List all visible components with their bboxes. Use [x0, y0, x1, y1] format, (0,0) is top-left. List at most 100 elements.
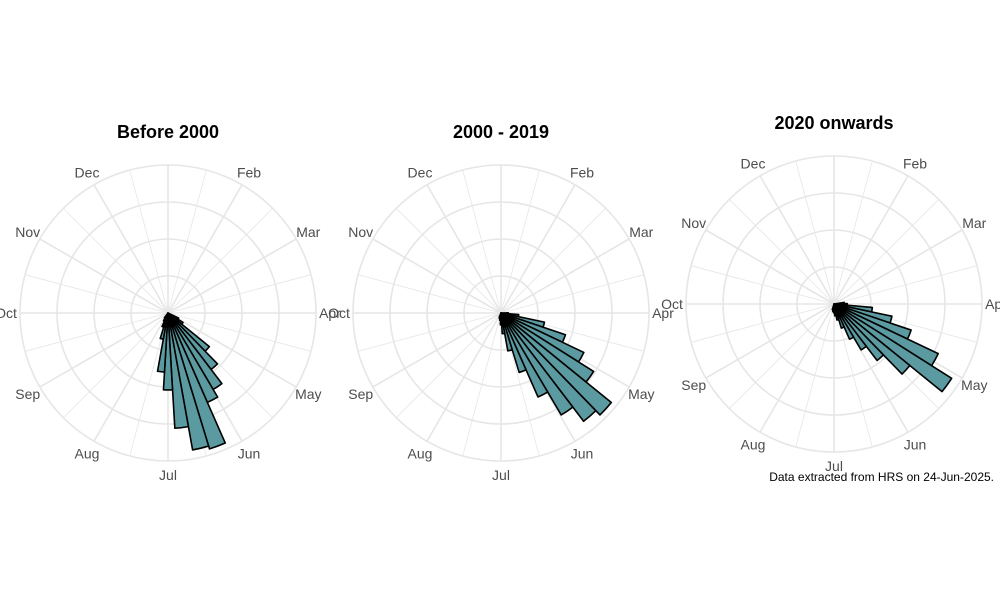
month-label-jun: Jun: [238, 445, 261, 461]
grid-spoke-minor: [167, 312, 312, 352]
grid-spoke-minor: [396, 208, 502, 314]
month-label-apr: Apr: [652, 305, 674, 321]
month-label-oct: Oct: [0, 305, 17, 321]
bar-week-21: [833, 303, 885, 362]
grid-spoke-minor: [24, 274, 169, 314]
grid-spoke-major: [372, 238, 502, 314]
grid-spoke-major: [167, 312, 297, 388]
grid-spoke-minor: [729, 199, 835, 305]
panel-title: 2000 - 2019: [453, 122, 549, 142]
month-label-may: May: [295, 386, 321, 402]
grid-spoke-minor: [690, 265, 835, 305]
grid-spoke-minor: [63, 208, 169, 314]
month-label-feb: Feb: [903, 156, 927, 172]
polar-grid: [685, 155, 983, 453]
bar-week-20: [833, 303, 911, 375]
grid-spoke-minor: [795, 303, 835, 448]
grid-spoke-minor: [795, 160, 835, 305]
grid-spoke-major: [426, 312, 502, 442]
panel-before-2000: Before 2000 Feb Mar Apr May Jun Jul Aug Sep Oct N…: [0, 122, 341, 483]
grid-spoke-major: [39, 312, 169, 388]
bar-week-27: [162, 312, 174, 391]
month-label-mar: Mar: [629, 224, 653, 240]
grid-spoke-major: [500, 238, 630, 314]
grid-spoke-major: [833, 229, 963, 305]
bar-week-22: [833, 303, 868, 351]
grid-spoke-minor: [833, 160, 873, 305]
month-label-nov: Nov: [15, 224, 40, 240]
month-label-dec: Dec: [75, 165, 100, 181]
grid-spoke-major: [833, 175, 909, 305]
month-label-oct: Oct: [328, 305, 350, 321]
grid-spoke-major: [705, 303, 835, 379]
grid-spoke-minor: [500, 274, 645, 314]
bar-week-26: [167, 312, 190, 430]
bar-week-20: [500, 312, 613, 416]
bar-week-29: [831, 303, 835, 311]
grid-spoke-minor: [500, 169, 540, 314]
grid-spoke-minor: [462, 169, 502, 314]
panel-2000-2019: 2000 - 2019 Feb Mar Apr May Jun Jul Aug Sep Oct N…: [328, 122, 674, 483]
grid-spoke-minor: [357, 274, 502, 314]
grid-spoke-major: [500, 184, 576, 314]
month-label-sep: Sep: [348, 386, 373, 402]
month-label-jul: Jul: [825, 458, 843, 474]
month-label-sep: Sep: [15, 386, 40, 402]
grid-spoke-major: [372, 312, 502, 388]
month-labels: Feb Mar Apr May Jun Jul Aug Sep Oct Nov Dec: [661, 156, 1000, 474]
grid-spoke-minor: [833, 265, 978, 305]
month-label-jun: Jun: [571, 445, 594, 461]
grid-spoke-minor: [167, 208, 273, 314]
grid-spoke-minor: [729, 303, 835, 409]
month-label-aug: Aug: [741, 436, 766, 452]
grid-spoke-minor: [167, 169, 207, 314]
month-label-jun: Jun: [904, 436, 927, 452]
grid-spoke-minor: [396, 312, 502, 418]
bar-week-25: [167, 312, 210, 451]
month-label-jul: Jul: [492, 467, 510, 483]
grid-spoke-minor: [357, 312, 502, 352]
grid-spoke-major: [39, 238, 169, 314]
panel-title: 2020 onwards: [774, 113, 893, 133]
panel-2020-onwards: 2020 onwards Feb Mar Apr May Jun Jul Aug Sep Oct…: [661, 113, 1000, 474]
grid-spoke-minor: [167, 274, 312, 314]
month-label-nov: Nov: [348, 224, 373, 240]
bar-week-25: [500, 312, 514, 352]
month-label-nov: Nov: [681, 215, 706, 231]
bar-week-24: [500, 312, 527, 374]
grid-spoke-minor: [500, 208, 606, 314]
bar-week-22: [500, 312, 574, 416]
month-label-sep: Sep: [681, 377, 706, 393]
grid-spoke-major: [705, 229, 835, 305]
grid-spoke-major: [167, 184, 243, 314]
grid-spoke-major: [93, 184, 169, 314]
data-source-caption: Data extracted from HRS on 24-Jun-2025.: [769, 470, 994, 484]
grid-spoke-major: [167, 238, 297, 314]
grid-spoke-major: [426, 184, 502, 314]
grid-spoke-minor: [833, 199, 939, 305]
month-label-may: May: [628, 386, 654, 402]
bar-week-24: [167, 312, 227, 450]
month-label-apr: Apr: [985, 296, 1000, 312]
month-label-oct: Oct: [661, 296, 683, 312]
grid-spoke-major: [759, 303, 835, 433]
month-label-dec: Dec: [741, 156, 766, 172]
month-label-aug: Aug: [75, 445, 100, 461]
panel-title: Before 2000: [117, 122, 219, 142]
grid-spoke-minor: [129, 169, 169, 314]
grid-spoke-major: [93, 312, 169, 442]
month-label-feb: Feb: [570, 165, 594, 181]
month-labels: Feb Mar Apr May Jun Jul Aug Sep Oct Nov Dec: [328, 165, 674, 483]
month-label-may: May: [961, 377, 987, 393]
grid-spoke-minor: [63, 312, 169, 418]
month-label-feb: Feb: [237, 165, 261, 181]
grid-spoke-minor: [24, 312, 169, 352]
month-label-dec: Dec: [408, 165, 433, 181]
grid-spoke-minor: [690, 303, 835, 343]
grid-spoke-minor: [833, 303, 873, 448]
grid-spoke-minor: [462, 312, 502, 457]
bar-week-32: [163, 312, 169, 319]
month-label-aug: Aug: [408, 445, 433, 461]
bar-week-23: [500, 312, 549, 398]
